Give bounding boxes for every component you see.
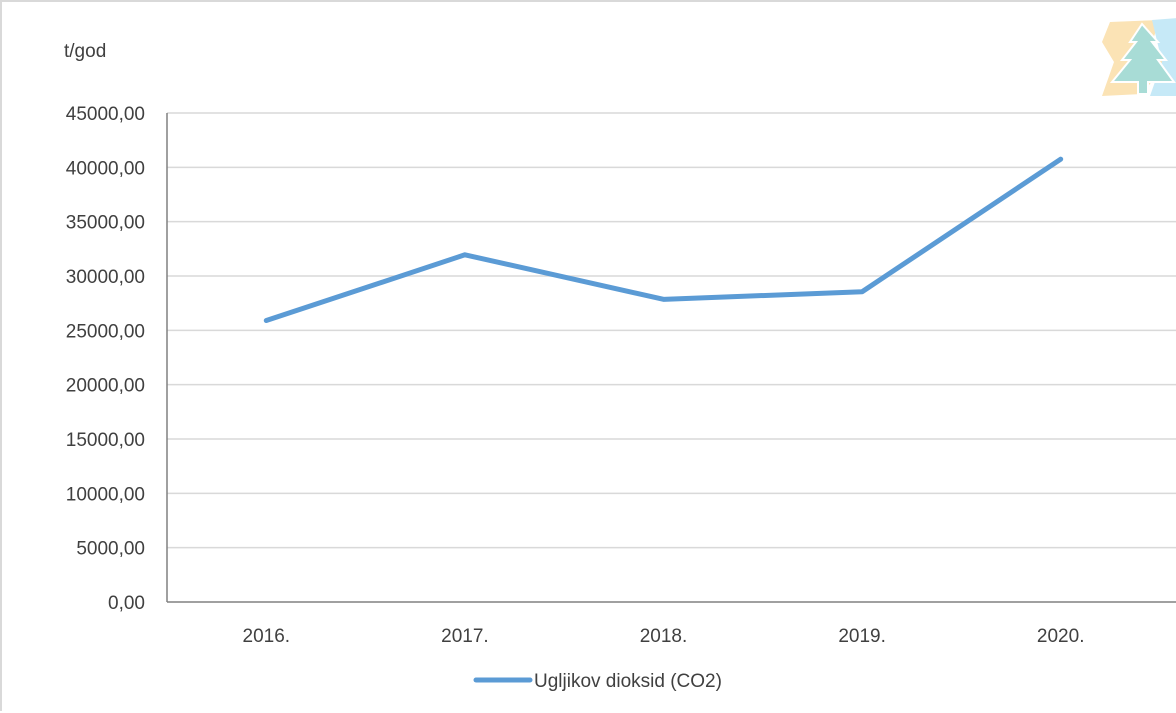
x-tick-label: 2020. xyxy=(1037,626,1085,647)
y-tick-label: 45000,00 xyxy=(66,104,145,125)
y-tick-label: 5000,00 xyxy=(76,539,145,560)
series-lines xyxy=(266,159,1060,320)
series-line xyxy=(266,159,1060,320)
y-axis-title: t/god xyxy=(64,41,106,62)
gridlines xyxy=(167,113,1176,548)
x-tick-label: 2018. xyxy=(640,626,688,647)
y-tick-label: 30000,00 xyxy=(66,267,145,288)
legend-label: Ugljikov dioksid (CO2) xyxy=(534,671,722,692)
y-tick-label: 25000,00 xyxy=(66,321,145,342)
x-tick-label: 2017. xyxy=(441,626,489,647)
tree-logo-icon xyxy=(1102,18,1176,96)
axes xyxy=(167,113,1176,602)
x-axis-tick-labels: 2016. 2017. 2018. 2019. 2020. xyxy=(243,626,1085,647)
x-tick-label: 2019. xyxy=(838,626,886,647)
x-tick-label: 2016. xyxy=(243,626,291,647)
y-axis-tick-labels: 0,00 5000,00 10000,00 15000,00 20000,00 25000… xyxy=(66,104,145,614)
legend: Ugljikov dioksid (CO2) xyxy=(476,671,722,692)
y-tick-label: 40000,00 xyxy=(66,158,145,179)
y-tick-label: 20000,00 xyxy=(66,376,145,397)
y-tick-label: 35000,00 xyxy=(66,213,145,234)
y-tick-label: 0,00 xyxy=(108,593,145,614)
y-tick-label: 15000,00 xyxy=(66,430,145,451)
y-tick-label: 10000,00 xyxy=(66,484,145,505)
